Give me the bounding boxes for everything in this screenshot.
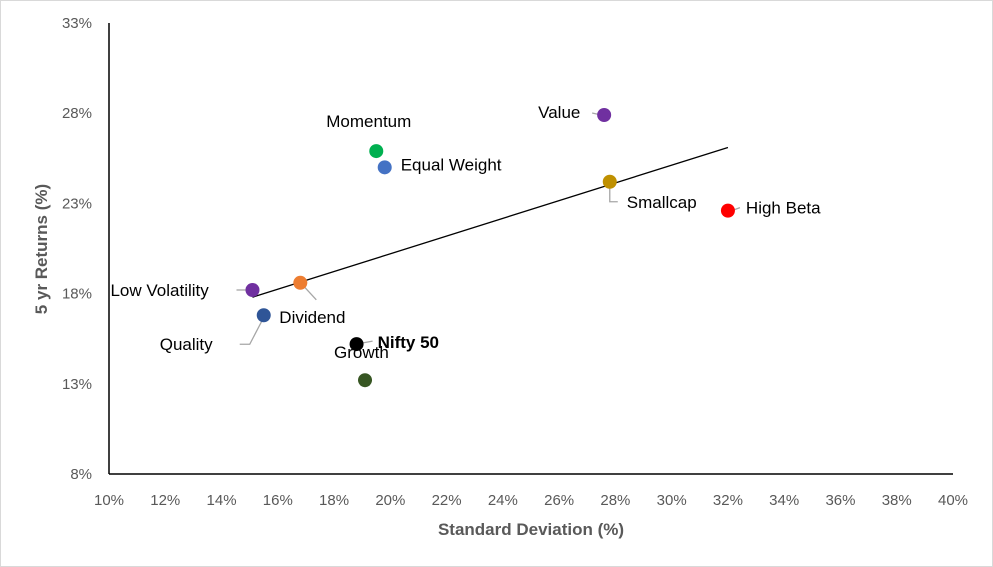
data-point-label: Momentum (326, 112, 411, 131)
x-tick-label: 14% (207, 492, 237, 509)
data-point-label: Equal Weight (401, 155, 502, 174)
trendline (252, 146, 729, 298)
data-point-label: Quality (160, 335, 213, 354)
data-point (602, 174, 617, 189)
data-point-label: Value (538, 103, 580, 122)
x-tick-label: 30% (657, 492, 687, 509)
data-point-label: Growth (334, 343, 389, 362)
x-tick-label: 18% (319, 492, 349, 509)
y-tick-label: 18% (62, 286, 92, 303)
y-tick-label: 28% (62, 105, 92, 122)
data-point-label: Nifty 50 (378, 333, 439, 352)
data-point-label: Dividend (279, 308, 345, 327)
data-point (597, 108, 612, 123)
x-tick-label: 34% (769, 492, 799, 509)
x-tick-label: 38% (882, 492, 912, 509)
data-point (358, 373, 373, 388)
data-point (720, 203, 735, 218)
y-tick-label: 33% (62, 15, 92, 32)
data-point-label: Smallcap (627, 193, 697, 212)
data-point-label: Low Volatility (110, 281, 209, 300)
y-axis-title: 5 yr Returns (%) (32, 184, 51, 314)
x-tick-label: 28% (600, 492, 630, 509)
y-tick-label: 8% (70, 466, 92, 483)
x-tick-label: 10% (94, 492, 124, 509)
data-point (349, 337, 364, 352)
data-point (256, 308, 271, 323)
x-tick-label: 26% (544, 492, 574, 509)
x-tick-label: 22% (432, 492, 462, 509)
x-tick-label: 20% (375, 492, 405, 509)
data-point (369, 144, 384, 159)
data-point-label: High Beta (746, 199, 821, 218)
data-point (293, 275, 308, 290)
label-leader-line (239, 320, 263, 345)
x-tick-label: 16% (263, 492, 293, 509)
x-tick-label: 40% (938, 492, 968, 509)
label-leader-line (609, 187, 618, 203)
label-leader-line (303, 286, 317, 301)
x-tick-label: 24% (488, 492, 518, 509)
data-point (245, 282, 260, 297)
data-point (377, 160, 392, 175)
x-tick-label: 36% (825, 492, 855, 509)
x-tick-label: 12% (150, 492, 180, 509)
x-axis-title: Standard Deviation (%) (438, 520, 624, 539)
y-tick-label: 23% (62, 195, 92, 212)
y-tick-label: 13% (62, 376, 92, 393)
x-tick-label: 32% (713, 492, 743, 509)
